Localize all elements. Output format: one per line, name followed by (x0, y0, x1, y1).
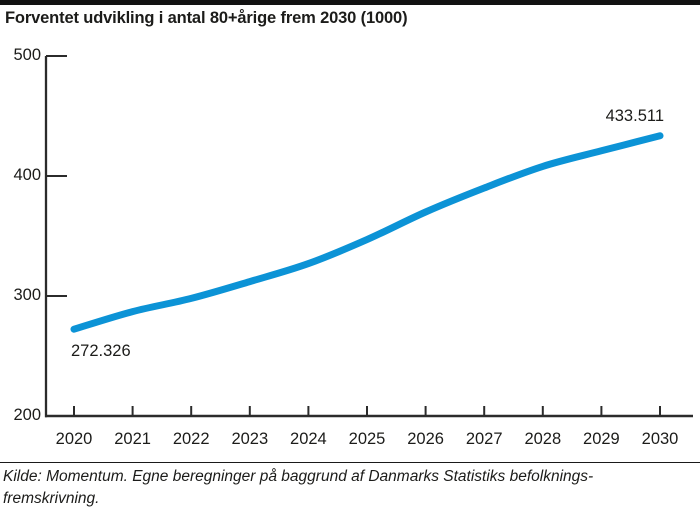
x-tick-label: 2027 (465, 430, 503, 448)
y-tick-label: 500 (13, 46, 41, 64)
x-tick-label: 2020 (55, 430, 93, 448)
source-divider (0, 462, 700, 463)
top-accent-bar (0, 0, 700, 5)
x-tick-label: 2029 (583, 430, 620, 448)
line-chart: 200 300 400 500 2020 2021 2022 2023 2024 2025 2026… (13, 46, 693, 448)
x-tick-label: 2024 (290, 430, 327, 448)
chart-labels: 200 300 400 500 2020 2021 2022 2023 2024 2025 2026… (13, 46, 679, 448)
x-tick-label: 2026 (407, 430, 444, 448)
source-line-1: Kilde: Momentum. Egne beregninger på bag… (3, 468, 594, 485)
y-tick-label: 200 (13, 406, 41, 424)
data-point-label: 433.511 (605, 106, 664, 125)
x-tick-label: 2021 (114, 430, 151, 448)
data-point-label: 272.326 (71, 342, 131, 361)
x-tick-label: 2025 (348, 430, 386, 448)
y-tick-label: 400 (13, 166, 41, 184)
source-line-2: fremskrivning. (3, 489, 100, 507)
chart-canvas (44, 55, 693, 418)
source-note: Kilde: Momentum. Egne beregninger på bag… (3, 466, 697, 509)
x-tick-label: 2030 (641, 430, 679, 448)
chart-title: Forventet udvikling i antal 80+årige fre… (5, 9, 408, 27)
y-tick-label: 300 (13, 286, 41, 304)
data-line (70, 132, 664, 333)
x-tick-label: 2022 (172, 430, 210, 448)
x-tick-label: 2023 (231, 430, 269, 448)
x-tick-label: 2028 (524, 430, 562, 448)
